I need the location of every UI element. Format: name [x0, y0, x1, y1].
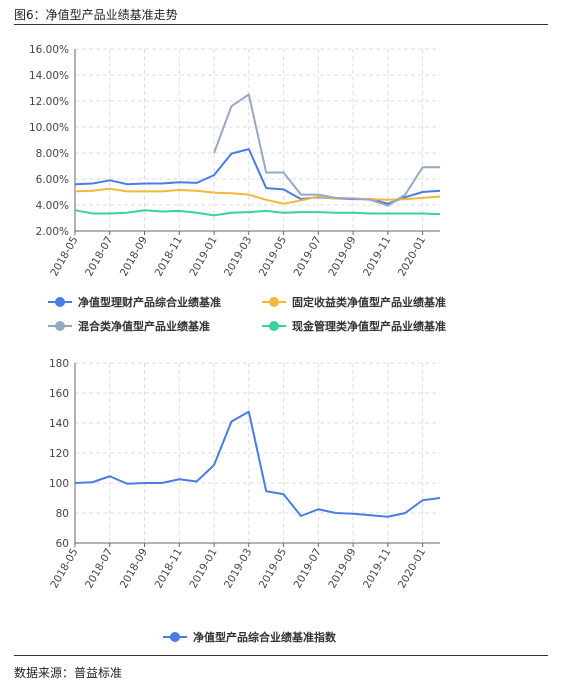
legend-label: 现金管理类净值型产品业绩基准 [292, 319, 446, 333]
x-tick-label: 2018-09 [118, 235, 150, 279]
legend-marker [269, 321, 279, 331]
x-tick-label: 2019-07 [292, 235, 324, 279]
x-tick-label: 2019-01 [187, 234, 219, 278]
series-line-3 [74, 209, 441, 217]
x-tick-label: 2019-03 [222, 547, 254, 591]
x-tick-label: 2019-09 [326, 235, 358, 279]
y-tick-label: 16.00% [29, 44, 69, 56]
source-note: 数据来源：普益标准 [14, 666, 123, 680]
x-tick-label: 2019-07 [292, 547, 324, 591]
y-tick-label: 8.00% [36, 148, 69, 160]
y-tick-label: 60 [56, 538, 69, 550]
benchmark-index-chart: 60 80 100 120 140 160 180 2018-05 2018-07 2018-09… [48, 358, 441, 644]
y-tick-label: 14.00% [29, 70, 69, 82]
y-tick-label: 2.00% [36, 226, 69, 238]
y-tick-label: 120 [49, 448, 69, 460]
legend-marker [269, 297, 279, 307]
y-tick-label: 12.00% [29, 96, 69, 108]
x-tick-label: 2018-05 [48, 235, 80, 279]
x-tick-label: 2019-01 [187, 547, 219, 591]
x-tick-label: 2019-11 [361, 235, 393, 279]
legend-marker [55, 321, 65, 331]
legend-marker [55, 297, 65, 307]
figure-title: 图6：净值型产品业绩基准走势 [14, 8, 178, 22]
y-tick-label: 160 [49, 388, 69, 400]
x-tick-label: 2018-07 [83, 235, 115, 279]
x-tick-label: 2018-07 [83, 547, 115, 591]
legend-item-0[interactable]: 净值型产品综合业绩基准指数 [163, 630, 337, 644]
x-tick-label: 2020-01 [396, 235, 428, 279]
legend-label: 净值型产品综合业绩基准指数 [193, 630, 337, 644]
legend-label: 混合类净值型产品业绩基准 [78, 319, 210, 333]
series-line-0 [74, 410, 441, 518]
legend-item-3[interactable]: 现金管理类净值型产品业绩基准 [262, 319, 446, 333]
series-line-0 [74, 148, 441, 205]
y-tick-label: 100 [49, 478, 69, 490]
x-tick-label: 2020-01 [396, 547, 428, 591]
x-tick-label: 2018-09 [118, 547, 150, 591]
x-tick-label: 2018-05 [48, 547, 80, 591]
bottom-rule [14, 655, 548, 656]
legend-marker [170, 632, 180, 642]
series-line-2 [213, 93, 440, 207]
x-tick-label: 2019-11 [361, 547, 393, 591]
legend-item-1[interactable]: 固定收益类净值型产品业绩基准 [262, 295, 446, 309]
series-line-1 [74, 187, 441, 205]
y-tick-label: 6.00% [36, 174, 69, 186]
x-tick-label: 2018-11 [153, 547, 185, 591]
legend-label: 净值型理财产品综合业绩基准 [78, 295, 221, 309]
legend-item-0[interactable]: 净值型理财产品综合业绩基准 [48, 295, 221, 309]
x-tick-label: 2019-05 [257, 235, 289, 279]
top-rule [14, 24, 548, 25]
y-tick-label: 180 [49, 358, 69, 370]
benchmark-trend-chart: 2.00% 4.00% 6.00% 8.00% 10.00% 12.00% 14.00% 16… [29, 44, 446, 333]
x-tick-label: 2019-09 [326, 547, 358, 591]
y-tick-label: 80 [56, 508, 69, 520]
legend-label: 固定收益类净值型产品业绩基准 [292, 295, 446, 309]
x-tick-label: 2019-03 [222, 234, 254, 278]
y-tick-label: 4.00% [36, 200, 69, 212]
y-tick-label: 140 [49, 418, 69, 430]
x-tick-label: 2019-05 [257, 547, 289, 591]
legend-item-2[interactable]: 混合类净值型产品业绩基准 [48, 319, 210, 333]
y-tick-label: 10.00% [29, 122, 69, 134]
x-tick-label: 2018-11 [153, 235, 185, 279]
